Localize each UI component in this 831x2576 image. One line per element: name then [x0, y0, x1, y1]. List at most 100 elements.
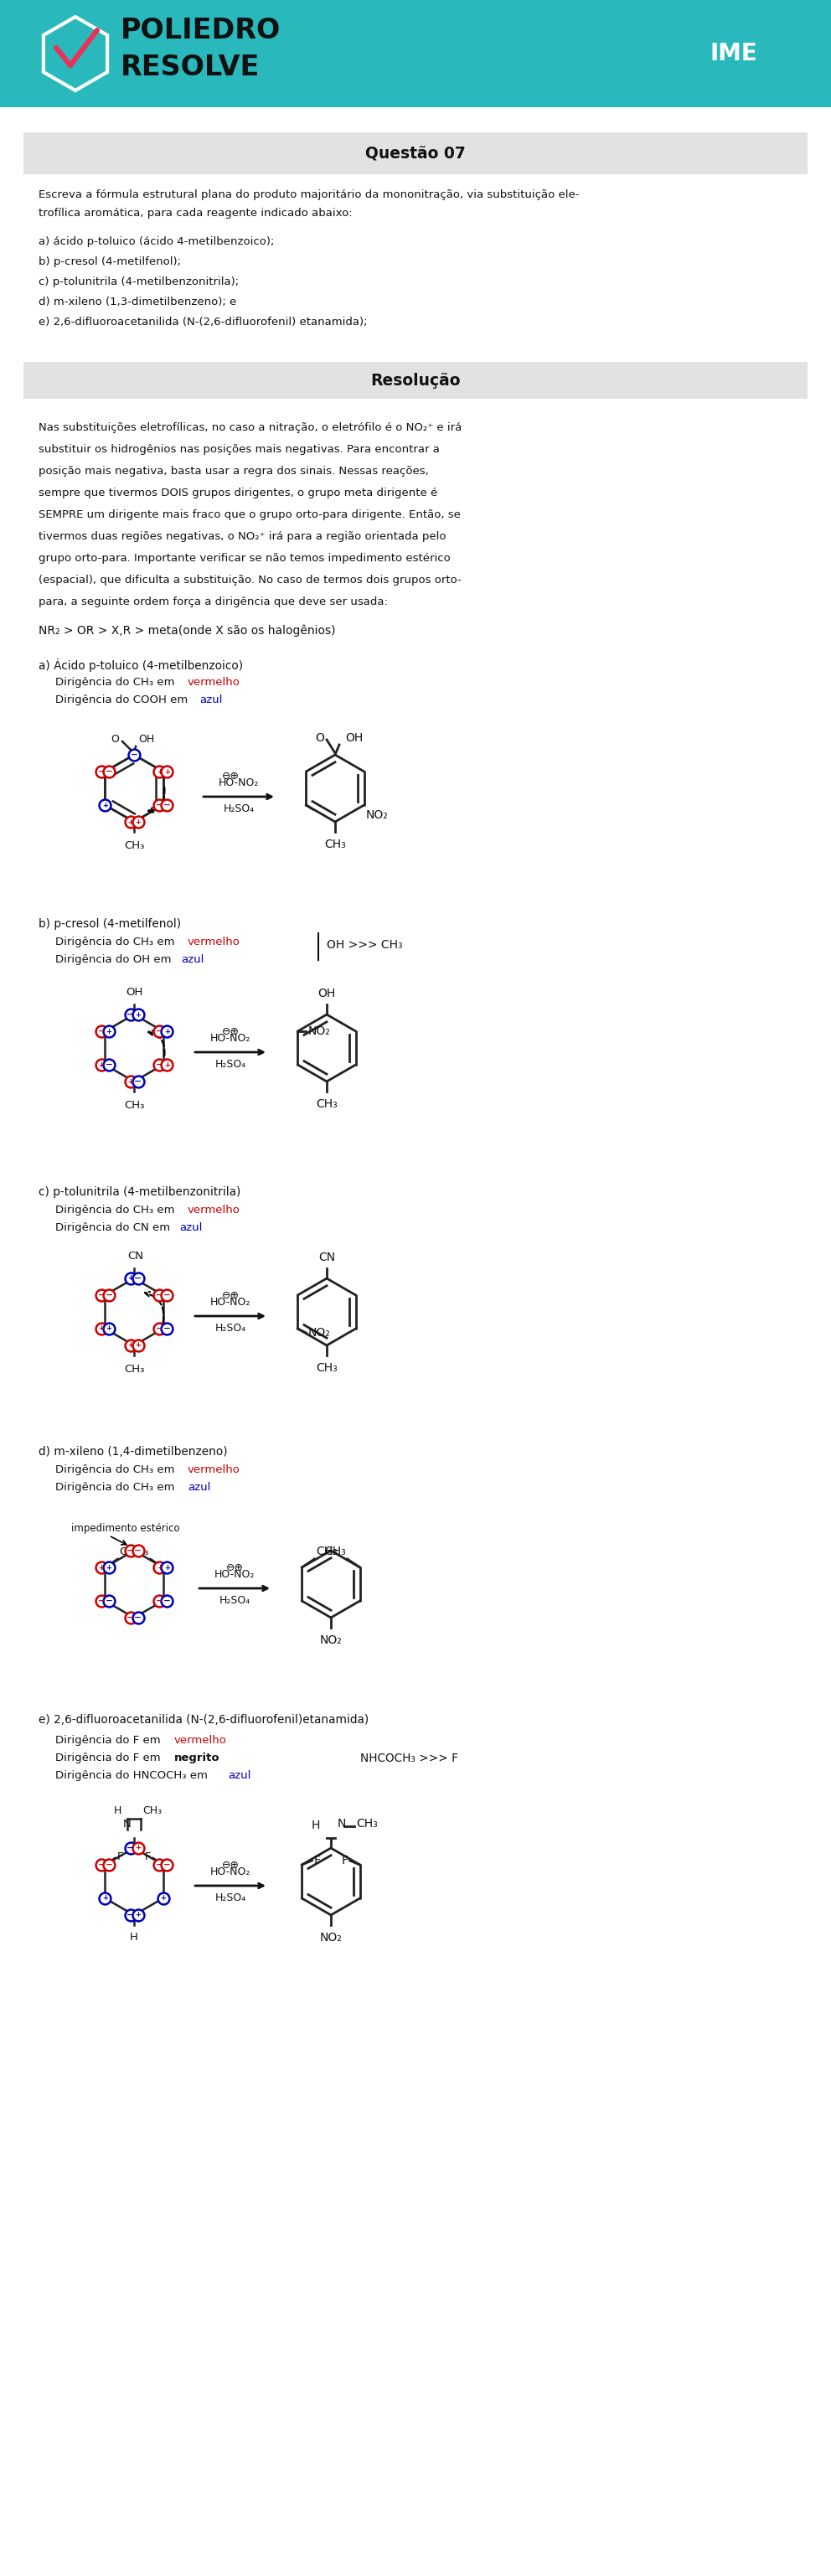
Text: CH₃: CH₃	[316, 1097, 337, 1110]
Text: a) ácido p-toluico (ácido 4-metilbenzoico);: a) ácido p-toluico (ácido 4-metilbenzoic…	[38, 237, 274, 247]
Text: POLIEDRO: POLIEDRO	[120, 15, 281, 44]
Text: −: −	[97, 1291, 105, 1298]
Text: H: H	[130, 1932, 138, 1942]
Text: F: F	[145, 1852, 151, 1862]
Text: NR₂ > OR > X,R > meta(onde X são os halogênios): NR₂ > OR > X,R > meta(onde X são os halo…	[38, 626, 336, 636]
Text: CH₃: CH₃	[120, 1546, 140, 1558]
Text: NO₂: NO₂	[307, 1327, 330, 1340]
Text: ⊖⊕: ⊖⊕	[222, 770, 239, 781]
Text: negrito: negrito	[175, 1752, 220, 1765]
Text: F: F	[313, 1855, 320, 1868]
Text: SEMPRE um dirigente mais fraco que o grupo orto-para dirigente. Então, se: SEMPRE um dirigente mais fraco que o gru…	[38, 510, 460, 520]
Text: Dirigência do HNCOCH₃ em: Dirigência do HNCOCH₃ em	[56, 1770, 211, 1780]
Text: ⊖⊕: ⊖⊕	[226, 1564, 243, 1574]
Text: H₂SO₄: H₂SO₄	[214, 1321, 246, 1334]
Text: −: −	[130, 750, 138, 760]
Text: Escreva a fórmula estrutural plana do produto majoritário da mononitração, via s: Escreva a fórmula estrutural plana do pr…	[38, 188, 579, 201]
Text: H₂SO₄: H₂SO₄	[219, 1595, 250, 1605]
Text: +: +	[98, 1324, 104, 1332]
Text: ⊖⊕: ⊖⊕	[222, 1025, 239, 1038]
Text: +: +	[156, 768, 162, 775]
Text: NO₂: NO₂	[320, 1932, 342, 1942]
Text: OH: OH	[317, 987, 336, 999]
FancyBboxPatch shape	[23, 131, 808, 175]
Text: CH₃: CH₃	[124, 840, 145, 850]
Text: −: −	[155, 1061, 163, 1069]
Text: −: −	[155, 1028, 163, 1036]
Text: Resolução: Resolução	[371, 374, 460, 389]
Text: +: +	[135, 819, 140, 824]
Text: −: −	[97, 1028, 105, 1036]
Text: CH₃: CH₃	[356, 1819, 377, 1829]
Text: Dirigência do CN em: Dirigência do CN em	[56, 1221, 174, 1234]
Text: Dirigência do F em: Dirigência do F em	[56, 1752, 164, 1765]
Text: HO-NO₂: HO-NO₂	[214, 1569, 255, 1579]
Text: NO₂: NO₂	[307, 1025, 330, 1038]
Text: e) 2,6-difluoroacetanilida (N-(2,6-difluorofenil) etanamida);: e) 2,6-difluoroacetanilida (N-(2,6-diflu…	[38, 317, 367, 327]
Text: posição mais negativa, basta usar a regra dos sinais. Nessas reações,: posição mais negativa, basta usar a regr…	[38, 466, 429, 477]
Text: +: +	[135, 1010, 140, 1018]
Text: +: +	[164, 768, 170, 775]
Text: ⊖⊕: ⊖⊕	[222, 1291, 239, 1301]
FancyBboxPatch shape	[23, 361, 808, 399]
Text: H₂SO₄: H₂SO₄	[214, 1893, 246, 1904]
Text: CH₃: CH₃	[142, 1806, 162, 1816]
Text: +: +	[164, 1028, 170, 1036]
Text: OH: OH	[345, 732, 363, 744]
Text: RESOLVE: RESOLVE	[120, 54, 260, 80]
Text: d) m-xileno (1,4-dimetilbenzeno): d) m-xileno (1,4-dimetilbenzeno)	[38, 1445, 228, 1458]
Text: −: −	[105, 1061, 112, 1069]
Text: impedimento estérico: impedimento estérico	[71, 1522, 179, 1533]
Text: CH₃: CH₃	[324, 840, 346, 850]
Text: OH: OH	[125, 987, 143, 997]
Text: IME: IME	[710, 41, 758, 64]
Text: para, a seguinte ordem força a dirigência que deve ser usada:: para, a seguinte ordem força a dirigênci…	[38, 598, 388, 608]
Text: trofílica aromática, para cada reagente indicado abaixo:: trofílica aromática, para cada reagente …	[38, 209, 352, 219]
Text: Dirigência do COOH em: Dirigência do COOH em	[56, 696, 191, 706]
Text: CH₃: CH₃	[124, 1100, 145, 1110]
Text: +: +	[135, 1911, 140, 1919]
Text: +: +	[102, 801, 108, 809]
Text: F: F	[342, 1855, 348, 1868]
Text: tivermos duas regiões negativas, o NO₂⁺ irá para a região orientada pelo: tivermos duas regiões negativas, o NO₂⁺ …	[38, 531, 446, 541]
Text: ⊖⊕: ⊖⊕	[222, 1860, 239, 1870]
Text: −: −	[163, 1597, 170, 1605]
Text: Dirigência do CH₃ em: Dirigência do CH₃ em	[56, 1206, 178, 1216]
Text: b) p-cresol (4-metilfenol);: b) p-cresol (4-metilfenol);	[38, 258, 181, 268]
Text: b) p-cresol (4-metilfenol): b) p-cresol (4-metilfenol)	[38, 917, 181, 930]
Text: −: −	[97, 1597, 105, 1605]
Text: −: −	[134, 1613, 141, 1623]
Text: −: −	[105, 1860, 112, 1870]
Text: N: N	[337, 1819, 347, 1829]
Text: Nas substituições eletrofílicas, no caso a nitração, o eletrófilo é o NO₂⁺ e irá: Nas substituições eletrofílicas, no caso…	[38, 422, 462, 433]
Text: O: O	[316, 732, 325, 744]
Text: vermelho: vermelho	[175, 1734, 227, 1747]
Text: −: −	[163, 801, 170, 809]
Text: −: −	[134, 1077, 141, 1084]
Text: CH₃: CH₃	[324, 1546, 346, 1558]
Text: +: +	[98, 1564, 104, 1571]
Text: O: O	[111, 734, 119, 744]
Text: azul: azul	[228, 1770, 251, 1780]
Text: Dirigência do OH em: Dirigência do OH em	[56, 953, 175, 966]
Text: +: +	[135, 1844, 140, 1852]
Text: −: −	[155, 1324, 163, 1332]
Text: −: −	[134, 1275, 141, 1283]
Text: +: +	[127, 1275, 133, 1283]
Text: +: +	[127, 1077, 133, 1084]
Text: e) 2,6-difluoroacetanilida (N-(2,6-difluorofenil)etanamida): e) 2,6-difluoroacetanilida (N-(2,6-diflu…	[38, 1713, 369, 1726]
Text: sempre que tivermos DOIS grupos dirigentes, o grupo meta dirigente é: sempre que tivermos DOIS grupos dirigent…	[38, 487, 437, 497]
Text: −: −	[97, 1860, 105, 1870]
Text: NO₂: NO₂	[366, 809, 388, 822]
Text: N: N	[123, 1819, 131, 1829]
Text: CN: CN	[318, 1252, 335, 1262]
Text: −: −	[155, 1860, 163, 1870]
Text: −: −	[97, 768, 105, 775]
Text: CH₃: CH₃	[124, 1363, 145, 1376]
Text: −: −	[126, 1546, 134, 1556]
Text: d) m-xileno (1,3-dimetilbenzeno); e: d) m-xileno (1,3-dimetilbenzeno); e	[38, 296, 237, 307]
Text: H: H	[113, 1806, 121, 1816]
Text: −: −	[126, 1010, 134, 1018]
Text: F: F	[116, 1852, 123, 1862]
Text: +: +	[156, 1564, 162, 1571]
